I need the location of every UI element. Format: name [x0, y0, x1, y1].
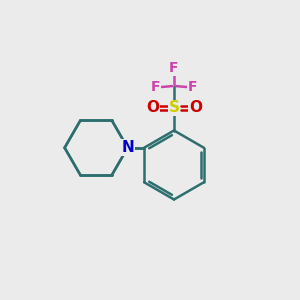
Text: F: F	[151, 80, 160, 94]
Text: N: N	[121, 140, 134, 155]
Text: O: O	[189, 100, 202, 116]
Text: F: F	[169, 61, 179, 75]
Text: S: S	[169, 100, 179, 116]
Text: N: N	[121, 140, 134, 155]
Text: F: F	[188, 80, 197, 94]
Text: O: O	[146, 100, 159, 116]
